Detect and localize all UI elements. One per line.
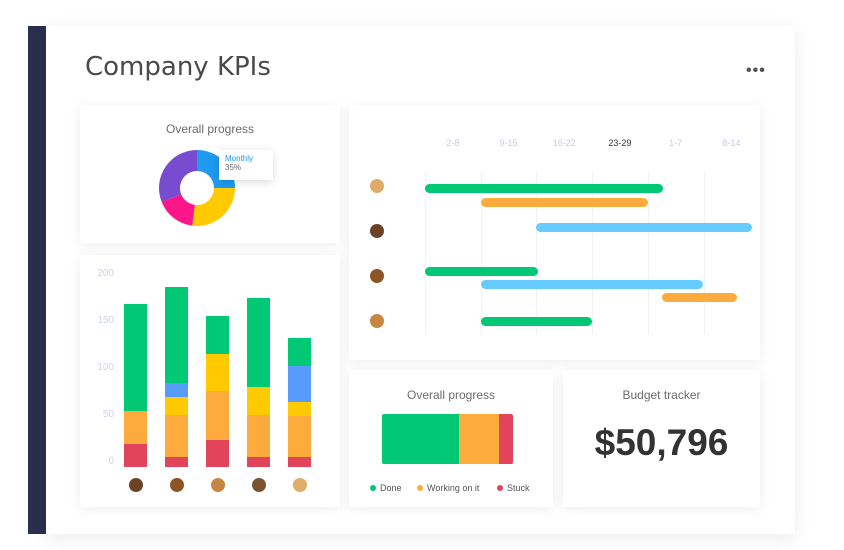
legend-label: Done	[380, 483, 402, 493]
timeline-bar[interactable]	[425, 267, 539, 276]
avatar	[211, 478, 225, 492]
week-label: 8-14	[722, 138, 741, 148]
y-tick-label: 0	[108, 456, 114, 467]
donut-segment[interactable]	[192, 188, 235, 226]
y-tick-label: 100	[97, 362, 114, 373]
timeline-bar[interactable]	[661, 293, 737, 302]
donut-segment[interactable]	[159, 150, 197, 202]
timeline-bar[interactable]	[425, 184, 663, 193]
legend-label: Working on it	[427, 483, 480, 493]
bar-segment-green[interactable]	[247, 298, 270, 388]
progress-title: Overall progress	[406, 388, 496, 402]
timeline-bar[interactable]	[480, 317, 593, 326]
bar-segment-yellow[interactable]	[165, 396, 188, 416]
bar-segment-orange[interactable]	[247, 415, 270, 458]
bar-segment-green[interactable]	[124, 303, 147, 412]
sidebar-stripe	[28, 26, 46, 534]
week-label: 9-15	[499, 138, 518, 148]
avatar	[129, 478, 143, 492]
bar-segment-green[interactable]	[206, 316, 229, 354]
grid-line	[703, 172, 705, 334]
legend-dot-icon	[370, 485, 376, 491]
bar-segment-yellow[interactable]	[247, 387, 270, 416]
progress-segment-done	[382, 414, 460, 464]
bar-segment-red[interactable]	[206, 440, 229, 467]
avatar	[370, 179, 384, 193]
avatar	[293, 478, 307, 492]
bar-segment-orange[interactable]	[124, 411, 147, 444]
legend-item: Done	[370, 483, 402, 493]
week-label: 23-29	[608, 138, 632, 148]
week-label: 16-22	[552, 138, 576, 148]
week-label: 1-7	[669, 138, 683, 148]
bar-segment-green[interactable]	[165, 286, 188, 384]
bar-segment-red[interactable]	[288, 457, 311, 467]
legend-dot-icon	[417, 485, 423, 491]
timeline-bar[interactable]	[480, 280, 704, 289]
tooltip-value: 35%	[225, 163, 242, 172]
avatar	[370, 224, 384, 238]
avatar	[370, 314, 384, 328]
bar-segment-orange[interactable]	[206, 391, 229, 441]
avatar	[252, 478, 266, 492]
progress-segment-stuck	[498, 414, 513, 464]
legend-dot-icon	[497, 485, 503, 491]
bar-segment-yellow[interactable]	[206, 353, 229, 392]
legend-label: Stuck	[507, 483, 530, 493]
legend-item: Stuck	[497, 483, 530, 493]
timeline-bar[interactable]	[480, 198, 648, 207]
avatar	[170, 478, 184, 492]
avatar	[370, 269, 384, 283]
grid-line	[480, 172, 482, 334]
page-title: Company KPIs	[85, 52, 271, 82]
bar-segment-red[interactable]	[165, 457, 188, 467]
donut-tooltip: Monthly 35%	[219, 150, 273, 180]
bar-segment-red[interactable]	[124, 443, 147, 467]
donut-title: Overall progress	[165, 122, 255, 136]
budget-value: $50,796	[594, 422, 729, 463]
bar-segment-yellow[interactable]	[288, 401, 311, 417]
grid-line	[647, 172, 649, 334]
bar-segment-blue[interactable]	[165, 383, 188, 397]
tooltip-label: Monthly	[225, 154, 254, 163]
progress-segment-working-on-it	[459, 414, 499, 464]
grid-line	[592, 172, 594, 334]
bar-segment-orange[interactable]	[165, 415, 188, 458]
bar-segment-green[interactable]	[288, 338, 311, 367]
y-tick-label: 200	[97, 268, 114, 279]
bar-segment-blue[interactable]	[288, 366, 311, 402]
budget-title: Budget tracker	[622, 388, 701, 402]
bar-segment-orange[interactable]	[288, 416, 311, 458]
grid-line	[536, 172, 538, 334]
y-tick-label: 50	[102, 409, 114, 420]
budget-panel: Budget tracker $50,796	[563, 370, 760, 507]
week-label: 2-8	[446, 138, 460, 148]
grid-line	[425, 172, 426, 334]
more-horizontal-icon[interactable]: •••	[746, 62, 766, 79]
legend-item: Working on it	[417, 483, 479, 493]
bar-segment-red[interactable]	[247, 457, 270, 467]
timeline-bar[interactable]	[536, 223, 752, 232]
progress-bar	[382, 414, 513, 464]
y-tick-label: 150	[97, 315, 114, 326]
donut-segment[interactable]	[161, 194, 195, 226]
